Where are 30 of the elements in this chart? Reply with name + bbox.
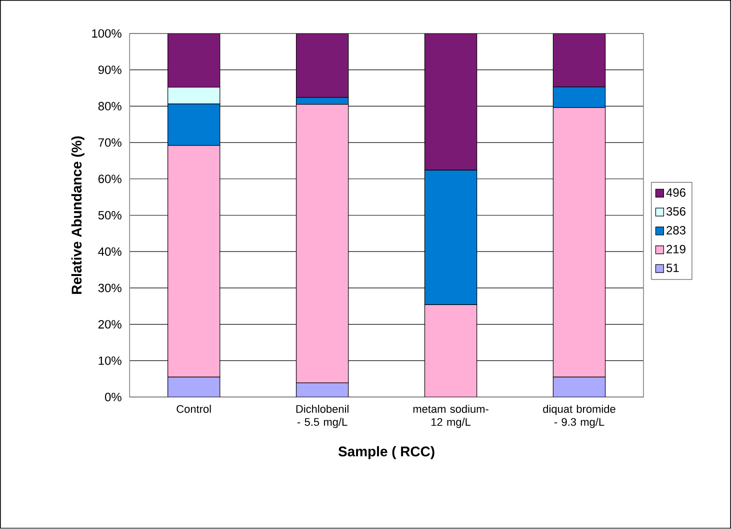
x-tick-label: Control [176, 405, 211, 414]
y-tick-label: 70% [98, 138, 122, 147]
legend-label: 51 [666, 264, 679, 272]
x-axis-title: Sample ( RCC) [338, 446, 434, 460]
bar [168, 34, 220, 88]
legend-label: 496 [666, 188, 686, 197]
bar [424, 304, 478, 398]
y-tick-label: 30% [98, 284, 122, 292]
y-tick-label: 50% [98, 211, 122, 220]
bar [296, 104, 349, 384]
bar [168, 145, 220, 378]
y-tick-label: 20% [98, 320, 122, 329]
y-axis-title: Relative Abundance (%) [71, 136, 84, 294]
x-tick-label: diquat bromide - 9.3 mg/L [543, 405, 616, 428]
y-tick-label: 10% [98, 356, 122, 366]
bar [552, 107, 606, 378]
y-tick-label: 100% [92, 29, 122, 38]
y-tick-label: 40% [98, 248, 122, 256]
y-tick-label: 60% [98, 174, 122, 184]
y-tick-label: 90% [98, 66, 122, 74]
bar [552, 34, 606, 88]
y-tick-label: 80% [98, 102, 122, 111]
legend-label: 219 [666, 245, 686, 254]
bar [424, 34, 478, 171]
bar [296, 34, 349, 98]
y-tick-label: 0% [104, 392, 122, 402]
x-tick-label: Dichlobenil - 5.5 mg/L [296, 405, 348, 428]
legend-label: 356 [666, 207, 686, 216]
x-tick-label: metam sodium-12 mg/L [413, 405, 488, 428]
legend-label: 283 [666, 226, 686, 235]
